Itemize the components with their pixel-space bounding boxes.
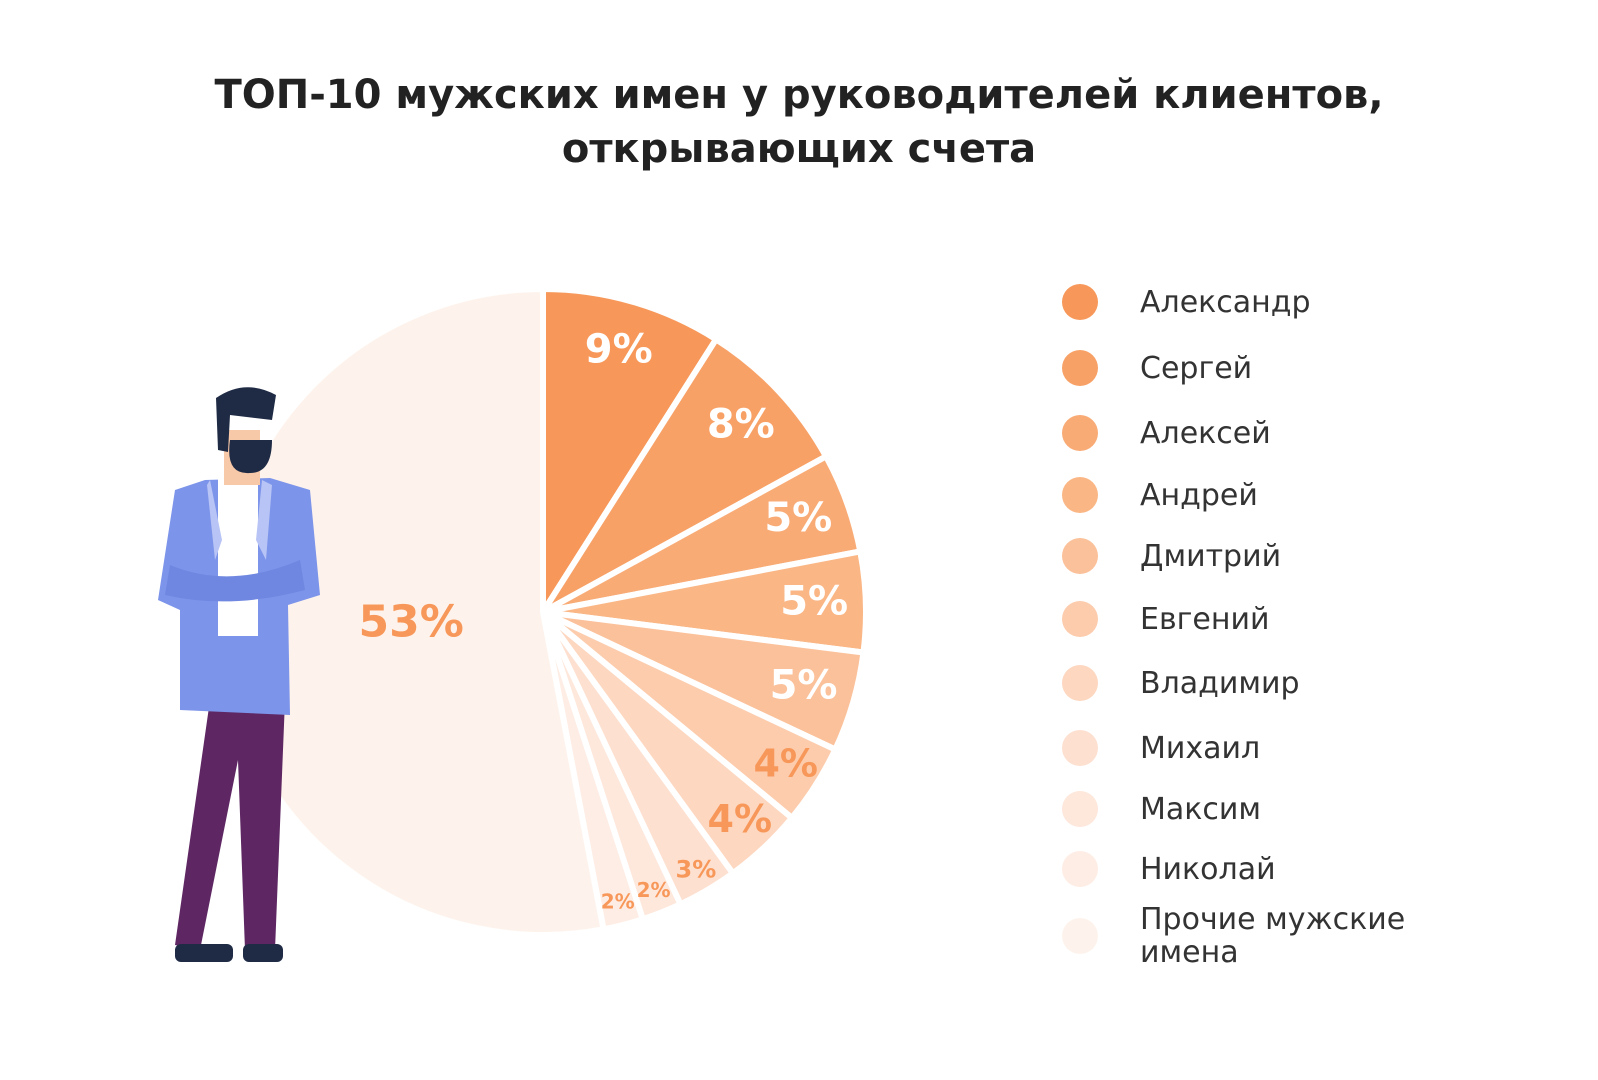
data-label: 9% bbox=[585, 326, 653, 372]
legend-item: Евгений bbox=[1062, 599, 1482, 639]
legend-swatch bbox=[1062, 284, 1098, 320]
legend-label: Михаил bbox=[1140, 730, 1261, 766]
legend-swatch bbox=[1062, 851, 1098, 887]
legend-label: Андрей bbox=[1140, 477, 1258, 513]
data-label: 5% bbox=[770, 663, 838, 709]
slice bbox=[540, 336, 830, 615]
arms bbox=[165, 560, 305, 602]
data-label: 5% bbox=[780, 578, 848, 624]
lapel bbox=[207, 480, 272, 560]
legend-label: Николай bbox=[1140, 851, 1276, 887]
legend-label: Александр bbox=[1140, 284, 1311, 320]
shoe bbox=[243, 944, 283, 962]
legs bbox=[175, 700, 285, 950]
legend-item: Андрей bbox=[1062, 475, 1482, 515]
legend-swatch bbox=[1062, 918, 1098, 954]
legend-swatch bbox=[1062, 477, 1098, 513]
legend-item: Николай bbox=[1062, 849, 1482, 889]
legend-item: Дмитрий bbox=[1062, 536, 1482, 576]
legend-item: Максим bbox=[1062, 789, 1482, 829]
legend-swatch bbox=[1062, 791, 1098, 827]
legend-swatch bbox=[1062, 415, 1098, 451]
data-label: 5% bbox=[764, 495, 832, 541]
shirt bbox=[218, 478, 258, 636]
data-label: 4% bbox=[753, 742, 818, 786]
legend-item: Алексей bbox=[1062, 413, 1482, 453]
shoe bbox=[175, 944, 233, 962]
legend-item: Владимир bbox=[1062, 663, 1482, 703]
pie: 9%8%5%5%5%4%4%3%2%2%53% bbox=[217, 286, 869, 938]
legend-item: Александр bbox=[1062, 282, 1482, 322]
chart-title: ТОП-10 мужских имен у руководителей клие… bbox=[214, 72, 1384, 172]
data-label: 2% bbox=[637, 878, 671, 902]
legend-item: Михаил bbox=[1062, 728, 1482, 768]
legend-label: Максим bbox=[1140, 791, 1262, 827]
data-label: 4% bbox=[708, 797, 773, 841]
legend-label: Алексей bbox=[1140, 415, 1271, 451]
legend-swatch bbox=[1062, 601, 1098, 637]
legend-label: Владимир bbox=[1140, 665, 1300, 701]
slice bbox=[540, 286, 720, 615]
legend-swatch bbox=[1062, 350, 1098, 386]
data-label: 2% bbox=[601, 889, 635, 913]
legend-label: Дмитрий bbox=[1140, 538, 1282, 574]
legend-swatch bbox=[1062, 538, 1098, 574]
beard bbox=[229, 440, 272, 474]
legend-swatch bbox=[1062, 730, 1098, 766]
legend-item: Прочие мужские имена bbox=[1062, 903, 1482, 969]
legend-swatch bbox=[1062, 665, 1098, 701]
data-label: 8% bbox=[707, 401, 775, 447]
data-label: 53% bbox=[358, 596, 463, 647]
hair bbox=[216, 387, 276, 452]
illustration bbox=[158, 387, 320, 962]
legend-label: Прочие мужские имена bbox=[1140, 902, 1406, 970]
legend-label: Сергей bbox=[1140, 350, 1253, 386]
legend-label: Евгений bbox=[1140, 601, 1270, 637]
legend-item: Сергей bbox=[1062, 348, 1482, 388]
data-label: 3% bbox=[676, 856, 717, 884]
